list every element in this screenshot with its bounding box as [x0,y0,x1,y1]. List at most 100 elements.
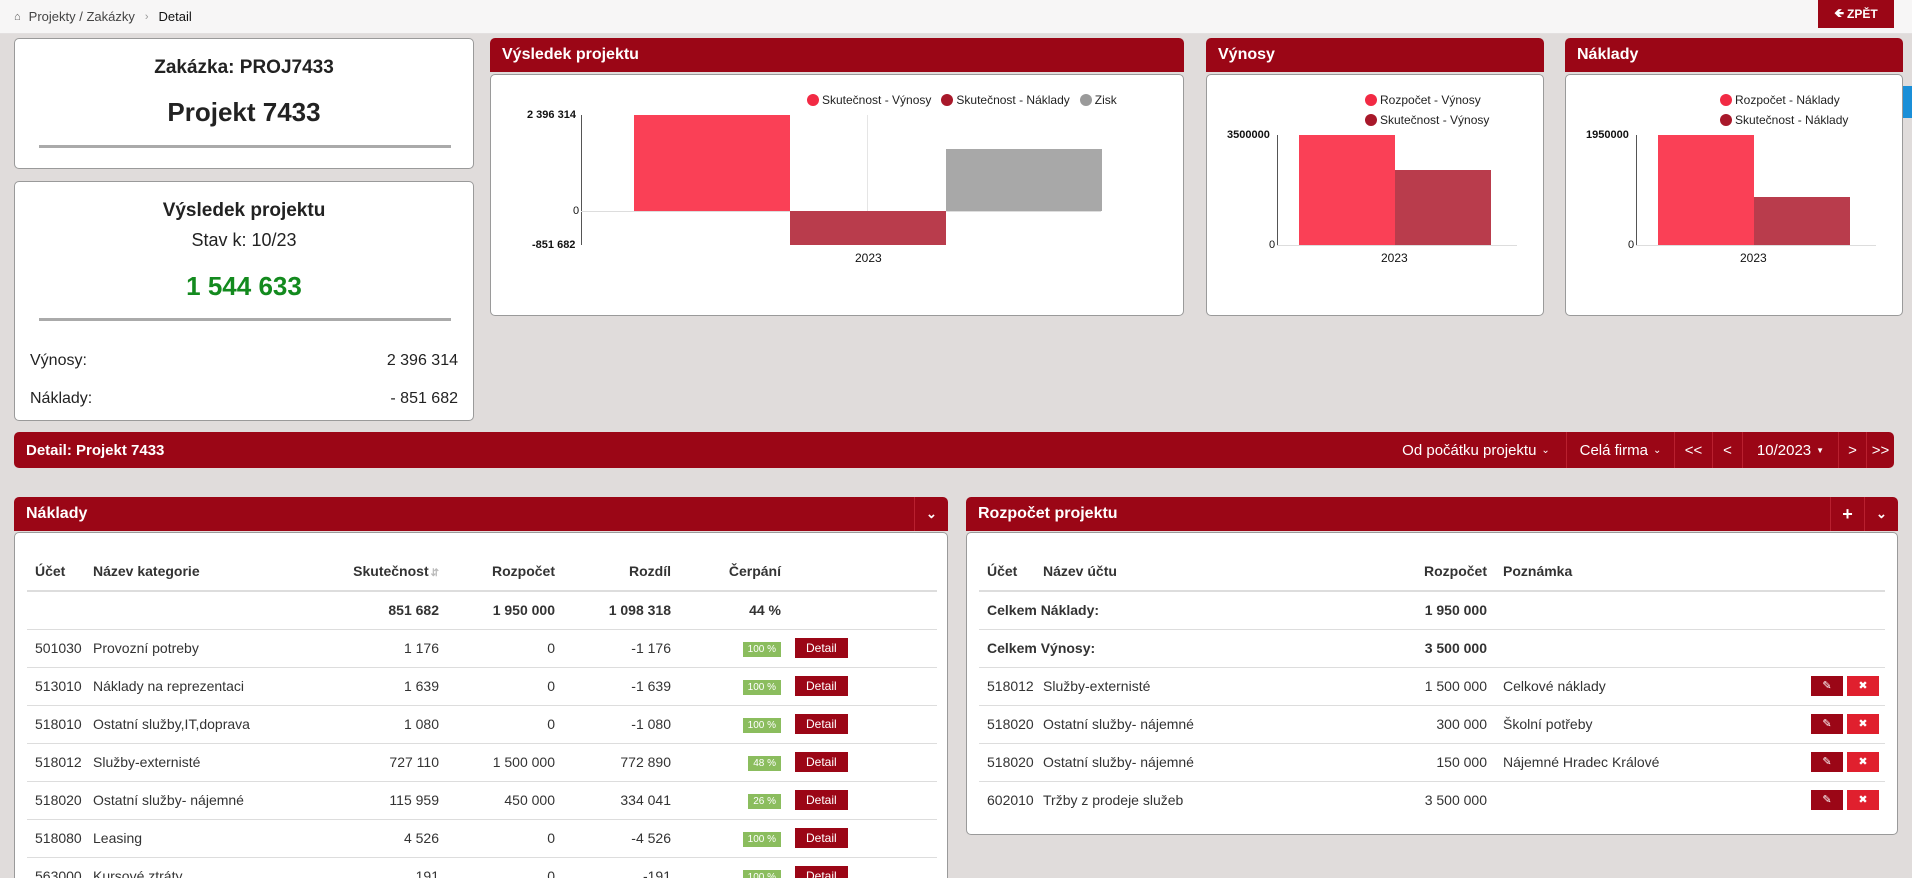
scope-dropdown[interactable]: Celá firma ⌄ [1566,432,1674,468]
x-tick-category: 2023 [1381,251,1408,265]
legend-item-actual: Skutečnost - Výnosy [1380,113,1490,127]
detail-button[interactable]: Detail [795,790,848,810]
range-dropdown-label: Od počátku projektu [1402,441,1537,459]
row-budget: 150 000 [1403,743,1487,782]
income-value: 2 396 314 [386,352,458,369]
income-legend-actual: Skutečnost - Výnosy [1365,113,1489,127]
edit-icon[interactable]: ✎ [1811,714,1843,734]
bar-budget-costs[interactable] [1658,135,1754,245]
costs-legend-actual: Skutečnost - Náklady [1720,113,1848,127]
budget-table: Účet Název účtu Rozpočet Poznámka Celkem… [979,551,1885,819]
col-account[interactable]: Účet [979,551,1043,592]
row-account: 602010 [987,792,1034,809]
col-category[interactable]: Název kategorie [93,551,323,592]
col-diff[interactable]: Rozdíl [555,551,671,592]
costs-chart-header: Náklady [1565,38,1903,72]
bar-actual-costs[interactable] [1754,197,1850,245]
detail-title: Detail: Projekt 7433 [26,442,165,459]
row-category: Kursové ztráty [93,857,323,878]
edit-icon[interactable]: ✎ [1811,752,1843,772]
next-period-button[interactable]: > [1838,432,1866,468]
chevron-down-icon: ⌄ [1652,444,1662,456]
bar-profit[interactable] [946,149,1102,211]
col-usage[interactable]: Čerpání [671,551,781,592]
bar-actual-income[interactable] [634,115,790,211]
detail-button[interactable]: Detail [795,638,848,658]
row-budget: 300 000 [1403,705,1487,744]
last-period-button[interactable]: >> [1866,432,1894,468]
usage-badge: 100 % [742,718,781,733]
row-category: Náklady na reprezentaci [93,667,323,706]
row-diff: -1 176 [555,629,671,668]
back-button[interactable]: 🡸 ZPĚT [1818,0,1894,28]
bar-actual-costs[interactable] [790,211,946,245]
legend-dot-budget [1720,94,1732,106]
row-account-name: Ostatní služby- nájemné [1043,743,1403,782]
table-row: 518012 Služby-externisté 727 110 1 500 0… [27,743,937,782]
total-actual: 851 682 [323,591,439,630]
delete-icon[interactable]: ✖ [1847,676,1879,696]
sort-icon: ⇵ [430,567,439,579]
row-actual: 191 [323,857,439,878]
order-label: Zakázka: PROJ7433 [154,57,334,78]
row-account: 518020 [979,705,1043,744]
legend-item-income: Skutečnost - Výnosy [822,93,932,107]
row-actual: 115 959 [323,781,439,820]
row-diff: -191 [555,857,671,878]
project-name: Projekt 7433 [167,97,321,127]
legend-dot-income [807,94,819,106]
y-tick-zero: 0 [573,205,580,217]
detail-button[interactable]: Detail [795,866,848,878]
col-budget[interactable]: Rozpočet [1403,551,1487,592]
add-budget-button[interactable]: + [1830,497,1864,531]
detail-button[interactable]: Detail [795,752,848,772]
col-account-name[interactable]: Název účtu [1043,551,1403,592]
y-tick-zero: 0 [1628,239,1635,251]
total-value: 1 950 000 [1403,591,1487,630]
collapse-button[interactable]: ⌄ [914,497,948,531]
row-account: 518012 [27,743,93,782]
edit-icon[interactable]: ✎ [1811,790,1843,811]
delete-icon[interactable]: ✖ [1847,790,1879,811]
col-note[interactable]: Poznámka [1487,551,1747,592]
costs-table: Účet Název kategorie Skutečnost ⇵ Rozpoče… [27,551,937,878]
y-tick-max: 2 396 314 [527,109,576,121]
detail-bar: Detail: Projekt 7433 Od počátku projektu… [14,432,1894,468]
legend-item-profit: Zisk [1094,93,1117,107]
delete-icon[interactable]: ✖ [1847,714,1879,734]
result-card: Výsledek projektu Stav k: 10/23 1 544 63… [14,181,474,421]
legend-item-actual: Skutečnost - Náklady [1735,113,1849,127]
legend-item-costs: Skutečnost - Náklady [956,93,1070,107]
prev-period-button[interactable]: < [1712,432,1742,468]
row-budget: 0 [439,819,555,858]
y-axis [1636,135,1637,245]
detail-button[interactable]: Detail [795,714,848,734]
budget-section-title: Rozpočet projektu [978,505,1118,522]
col-budget[interactable]: Rozpočet [439,551,555,592]
bar-actual-income[interactable] [1395,170,1491,245]
row-note [1487,781,1747,819]
row-budget: 3 500 000 [1424,792,1487,809]
edit-icon[interactable]: ✎ [1811,676,1843,696]
period-dropdown[interactable]: 10/2023 ▼ [1742,432,1838,468]
delete-icon[interactable]: ✖ [1847,752,1879,772]
costs-value: - 851 682 [390,390,458,407]
row-category: Ostatní služby,IT,doprava [93,705,323,744]
breadcrumb-link-projects[interactable]: Projekty / Zakázky [28,9,135,24]
bar-budget-income[interactable] [1299,135,1395,245]
detail-button[interactable]: Detail [795,676,848,696]
detail-button[interactable]: Detail [795,828,848,848]
chevron-down-icon: ⌄ [1541,444,1550,456]
collapse-button[interactable]: ⌄ [1864,497,1898,531]
breadcrumb: ⌂ Projekty / Zakázky › Detail [14,9,192,24]
income-legend-budget: Rozpočet - Výnosy [1365,93,1481,107]
home-icon[interactable]: ⌂ [14,10,21,23]
col-actual[interactable]: Skutečnost ⇵ [323,551,439,592]
top-bar: ⌂ Projekty / Zakázky › Detail [0,0,1912,34]
first-period-button[interactable]: << [1674,432,1712,468]
totals-row: Celkem Náklady: 1 950 000 [979,591,1885,630]
col-account[interactable]: Účet [27,551,93,592]
range-dropdown[interactable]: Od počátku projektu ⌄ [1386,432,1566,468]
costs-section-title: Náklady [26,505,88,522]
y-tick-max: 1950000 [1586,129,1629,141]
